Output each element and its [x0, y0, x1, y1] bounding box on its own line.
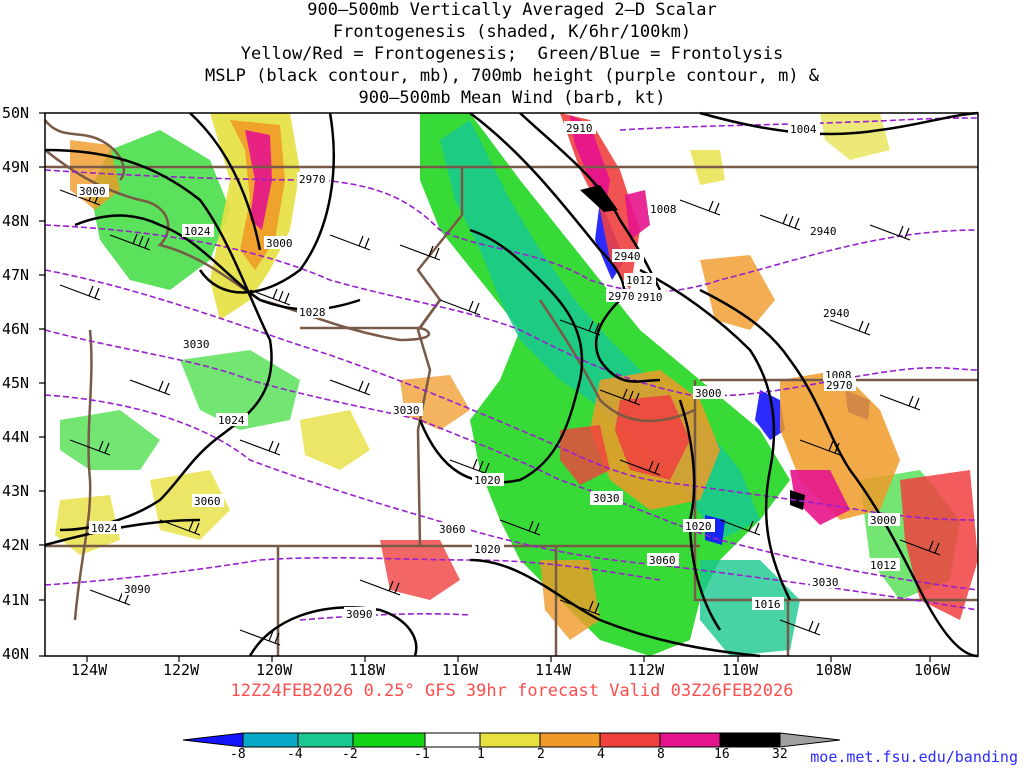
lon-label: 106W [914, 661, 951, 679]
svg-text:3090: 3090 [124, 583, 151, 596]
svg-text:3030: 3030 [812, 576, 839, 589]
lat-label: 46N [2, 320, 30, 338]
svg-text:2940: 2940 [823, 307, 850, 320]
lat-label: 47N [2, 266, 30, 284]
lon-label: 122W [163, 661, 200, 679]
lon-label: 108W [815, 661, 852, 679]
svg-text:2970: 2970 [608, 290, 635, 303]
svg-text:2970: 2970 [826, 379, 853, 392]
colorbar-label: 32 [772, 747, 788, 762]
svg-text:1012: 1012 [870, 559, 897, 572]
svg-text:1024: 1024 [184, 225, 211, 238]
colorbar-label: 16 [714, 747, 730, 762]
svg-text:3060: 3060 [649, 554, 676, 567]
run-info: 12Z24FEB2026 0.25° GFS 39hr forecast Val… [230, 681, 794, 701]
svg-text:1004: 1004 [790, 123, 817, 136]
svg-text:2940: 2940 [810, 225, 837, 238]
title-line-5: 900–500mb Mean Wind (barb, kt) [358, 88, 666, 108]
svg-text:1024: 1024 [91, 522, 118, 535]
colorbar-swatch-3 [352, 732, 426, 748]
svg-text:2940: 2940 [614, 250, 641, 263]
colorbar-label: 8 [657, 747, 665, 762]
colorbar-label: -2 [342, 747, 358, 762]
svg-text:1020: 1020 [474, 474, 501, 487]
colorbar-swatch-10 [779, 732, 841, 748]
lon-label: 118W [349, 661, 386, 679]
svg-text:1020: 1020 [474, 543, 501, 556]
colorbar-label: 1 [477, 747, 485, 762]
lon-label: 114W [535, 661, 572, 679]
colorbar-label: 4 [597, 747, 605, 762]
height-labels: 2910 2910 2940 2940 2940 2970 2970 2970 … [77, 121, 900, 621]
svg-text:3000: 3000 [266, 237, 293, 250]
title-line-1: 900–500mb Vertically Averaged 2–D Scalar [307, 0, 717, 20]
svg-text:3000: 3000 [695, 387, 722, 400]
lat-label: 48N [2, 212, 30, 230]
lat-label: 41N [2, 591, 30, 609]
colorbar-swatch-9 [719, 732, 781, 748]
svg-text:2910: 2910 [636, 291, 663, 304]
svg-text:3060: 3060 [439, 523, 466, 536]
height-contours [44, 117, 979, 621]
lon-label: 110W [722, 661, 759, 679]
colorbar-label: -1 [414, 747, 430, 762]
lon-label: 116W [442, 661, 479, 679]
colorbar-swatch-5 [479, 732, 541, 748]
lon-label: 112W [628, 661, 665, 679]
lat-label: 49N [2, 158, 30, 176]
lat-label: 43N [2, 482, 30, 500]
colorbar-label: -8 [230, 747, 246, 762]
svg-text:1008: 1008 [650, 203, 677, 216]
svg-text:3000: 3000 [870, 514, 897, 527]
lon-label: 124W [71, 661, 108, 679]
state-borders [44, 119, 978, 656]
lat-label: 42N [2, 536, 30, 554]
colorbar-swatch-2 [297, 732, 354, 748]
colorbar [182, 732, 841, 748]
lat-label: 50N [2, 104, 30, 122]
title-line-2: Frontogenesis (shaded, K/6hr/100km) [332, 22, 692, 42]
svg-text:1016: 1016 [754, 598, 781, 611]
axis-ticks [39, 112, 931, 662]
credit-link[interactable]: moe.met.fsu.edu/banding [810, 748, 1018, 766]
frontogenesis-shading [45, 113, 978, 656]
lat-label: 45N [2, 374, 30, 392]
colorbar-swatch-7 [599, 732, 661, 748]
svg-text:1020: 1020 [685, 520, 712, 533]
svg-text:1012: 1012 [626, 274, 653, 287]
colorbar-swatch-1 [242, 732, 299, 748]
svg-text:3030: 3030 [183, 338, 210, 351]
lon-label: 120W [256, 661, 293, 679]
svg-text:2910: 2910 [566, 122, 593, 135]
colorbar-label: -4 [287, 747, 303, 762]
lat-label: 44N [2, 428, 30, 446]
svg-text:2970: 2970 [299, 173, 326, 186]
mslp-labels: 1004 1008 1008 1012 1012 1016 1020 1020 … [89, 122, 900, 611]
title-line-4: MSLP (black contour, mb), 700mb height (… [204, 66, 820, 86]
lat-label: 40N [2, 645, 30, 663]
svg-text:3030: 3030 [593, 492, 620, 505]
svg-text:3000: 3000 [79, 185, 106, 198]
colorbar-swatch-6 [539, 732, 601, 748]
svg-text:1028: 1028 [299, 306, 326, 319]
svg-text:3090: 3090 [346, 608, 373, 621]
map-frame [44, 112, 979, 657]
colorbar-swatch-8 [659, 732, 721, 748]
wind-barbs [59, 189, 941, 646]
svg-text:3060: 3060 [194, 495, 221, 508]
colorbar-swatch-0 [182, 732, 244, 748]
colorbar-swatch-4 [424, 732, 481, 748]
contour-labels: 1004 1008 1008 1012 1012 1016 1020 1020 … [77, 121, 900, 621]
title-line-3: Yellow/Red = Frontogenesis; Green/Blue =… [240, 44, 784, 64]
colorbar-label: 2 [537, 747, 545, 762]
svg-text:1024: 1024 [218, 414, 245, 427]
svg-text:3030: 3030 [393, 404, 420, 417]
